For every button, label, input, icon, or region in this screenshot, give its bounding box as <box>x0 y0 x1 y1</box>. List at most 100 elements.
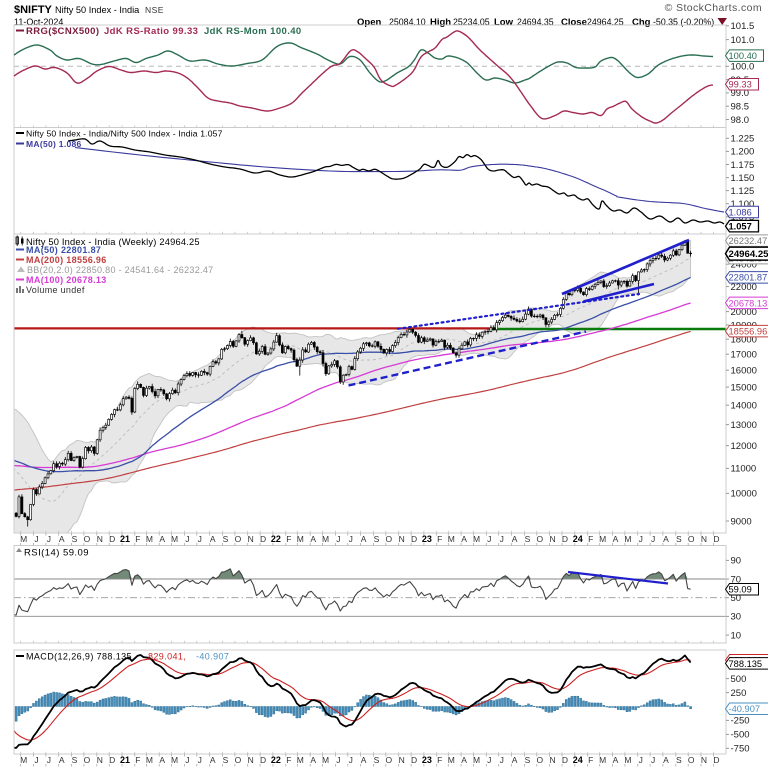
svg-text:Low: Low <box>494 17 514 28</box>
svg-text:A: A <box>361 534 367 544</box>
svg-text:© StockCharts.com: © StockCharts.com <box>665 2 762 14</box>
svg-text:J: J <box>185 755 189 765</box>
svg-text:F: F <box>286 534 291 544</box>
svg-text:-40.907: -40.907 <box>196 652 229 662</box>
svg-text:23: 23 <box>422 755 432 765</box>
svg-text:N: N <box>97 534 103 544</box>
svg-text:J: J <box>651 755 655 765</box>
svg-text:1.200: 1.200 <box>731 147 755 158</box>
svg-text:M: M <box>599 755 606 765</box>
svg-text:26232.47: 26232.47 <box>729 236 768 246</box>
svg-text:A: A <box>159 534 165 544</box>
svg-text:J: J <box>651 534 655 544</box>
svg-text:MA(50) 1.086: MA(50) 1.086 <box>26 139 82 149</box>
svg-text:D: D <box>713 755 719 765</box>
svg-text:O: O <box>385 755 392 765</box>
svg-text:S: S <box>525 755 531 765</box>
svg-text:O: O <box>536 534 543 544</box>
svg-text:M: M <box>448 755 455 765</box>
svg-text:17000: 17000 <box>731 350 757 361</box>
svg-text:F: F <box>588 534 593 544</box>
svg-text:A: A <box>159 755 165 765</box>
svg-text:N: N <box>248 534 254 544</box>
svg-text:RSI(14) 59.09: RSI(14) 59.09 <box>24 548 89 559</box>
svg-text:21: 21 <box>120 755 130 765</box>
svg-text:S: S <box>676 534 682 544</box>
svg-text:1.086: 1.086 <box>729 207 752 217</box>
svg-text:N: N <box>97 755 103 765</box>
svg-text:N: N <box>550 755 556 765</box>
svg-text:14000: 14000 <box>731 401 757 412</box>
svg-text:D: D <box>260 755 266 765</box>
svg-text:15000: 15000 <box>731 382 757 393</box>
svg-text:101.0: 101.0 <box>731 35 755 46</box>
svg-text:788.135: 788.135 <box>729 659 763 669</box>
svg-text:JdK RS-Mom 100.40: JdK RS-Mom 100.40 <box>204 26 302 37</box>
svg-text:22801.87: 22801.87 <box>729 273 768 283</box>
svg-text:30: 30 <box>731 612 742 623</box>
svg-text:99.33: 99.33 <box>729 80 752 90</box>
svg-text:MA(100) 20678.13: MA(100) 20678.13 <box>26 275 107 285</box>
svg-text:High: High <box>430 17 451 28</box>
svg-text:D: D <box>562 534 568 544</box>
svg-text:A: A <box>210 755 216 765</box>
svg-text:Nifty 50 Index - India: Nifty 50 Index - India <box>55 5 140 15</box>
svg-text:N: N <box>550 534 556 544</box>
svg-text:10: 10 <box>731 630 742 641</box>
svg-text:S: S <box>223 755 229 765</box>
svg-text:MA(200) 18556.96: MA(200) 18556.96 <box>26 255 107 265</box>
svg-text:O: O <box>536 755 543 765</box>
svg-text:101.5: 101.5 <box>731 21 755 32</box>
svg-text:J: J <box>47 755 51 765</box>
svg-text:A: A <box>210 534 216 544</box>
svg-text:RRG($CNX500): RRG($CNX500) <box>26 26 99 37</box>
svg-text:A: A <box>663 534 669 544</box>
svg-text:F: F <box>286 755 291 765</box>
svg-text:M: M <box>322 534 329 544</box>
svg-text:A: A <box>310 755 316 765</box>
svg-text:S: S <box>72 534 78 544</box>
svg-text:NSE: NSE <box>145 5 164 15</box>
svg-text:1.175: 1.175 <box>731 160 755 171</box>
svg-text:A: A <box>310 534 316 544</box>
svg-text:J: J <box>34 534 38 544</box>
svg-text:Nifty 50 Index - India/Nifty 5: Nifty 50 Index - India/Nifty 500 Index -… <box>26 129 223 139</box>
svg-text:O: O <box>688 755 695 765</box>
svg-text:J: J <box>336 534 340 544</box>
svg-text:M: M <box>171 755 178 765</box>
svg-text:J: J <box>185 534 189 544</box>
svg-text:F: F <box>437 534 442 544</box>
svg-text:N: N <box>701 755 707 765</box>
svg-text:-40.907: -40.907 <box>729 704 761 714</box>
svg-text:S: S <box>72 755 78 765</box>
svg-text:M: M <box>322 755 329 765</box>
svg-text:O: O <box>84 534 91 544</box>
svg-text:Close: Close <box>561 17 587 28</box>
svg-text:9000: 9000 <box>731 516 752 527</box>
svg-text:10000: 10000 <box>731 489 757 500</box>
svg-text:A: A <box>461 534 467 544</box>
svg-text:500: 500 <box>731 674 747 685</box>
svg-text:21: 21 <box>120 534 130 544</box>
svg-text:D: D <box>562 755 568 765</box>
svg-text:A: A <box>613 534 619 544</box>
svg-text:18556.96: 18556.96 <box>729 327 768 337</box>
svg-text:N: N <box>399 534 405 544</box>
svg-text:J: J <box>349 534 353 544</box>
svg-text:98.5: 98.5 <box>731 102 750 113</box>
svg-text:A: A <box>512 534 518 544</box>
svg-text:829.041,: 829.041, <box>148 652 186 662</box>
svg-text:24: 24 <box>573 534 583 544</box>
svg-text:24964.25: 24964.25 <box>729 249 768 260</box>
svg-text:1.057: 1.057 <box>729 222 752 232</box>
svg-text:D: D <box>411 755 417 765</box>
svg-text:J: J <box>500 755 504 765</box>
svg-text:J: J <box>198 755 202 765</box>
svg-text:N: N <box>701 534 707 544</box>
svg-text:98.0: 98.0 <box>731 115 750 126</box>
svg-text:J: J <box>639 755 643 765</box>
svg-text:D: D <box>713 534 719 544</box>
svg-text:1.225: 1.225 <box>731 134 755 145</box>
svg-text:A: A <box>59 755 65 765</box>
svg-text:J: J <box>198 534 202 544</box>
